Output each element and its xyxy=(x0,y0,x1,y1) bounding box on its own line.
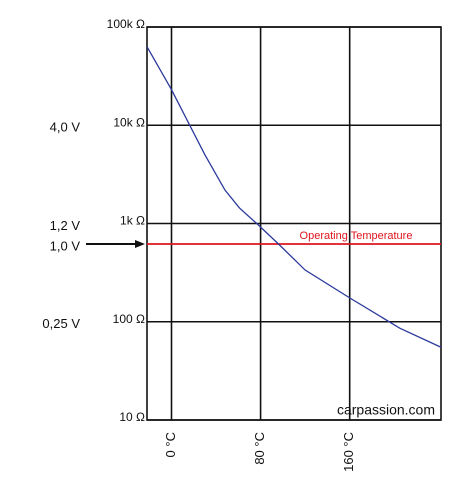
y-tick-label: 1k Ω xyxy=(120,214,145,228)
x-tick-label: 80 °C xyxy=(252,432,267,465)
reference-label: Operating Temperature xyxy=(300,230,413,242)
voltage-label: 4,0 V xyxy=(50,120,81,135)
y-tick-label: 100k Ω xyxy=(107,17,145,31)
y-tick-label: 100 Ω xyxy=(113,312,145,326)
x-tick-label: 0 °C xyxy=(163,432,178,457)
voltage-label: 1,2 V xyxy=(50,218,81,233)
y-tick-label: 10 Ω xyxy=(119,410,145,424)
watermark: carpassion.com xyxy=(337,402,435,418)
voltage-label: 1,0 V xyxy=(50,238,81,253)
arrow-head xyxy=(135,240,145,249)
voltage-label: 0,25 V xyxy=(42,316,80,331)
data-line xyxy=(146,46,442,348)
y-tick-label: 10k Ω xyxy=(113,115,145,129)
x-tick-label: 160 °C xyxy=(341,432,356,472)
